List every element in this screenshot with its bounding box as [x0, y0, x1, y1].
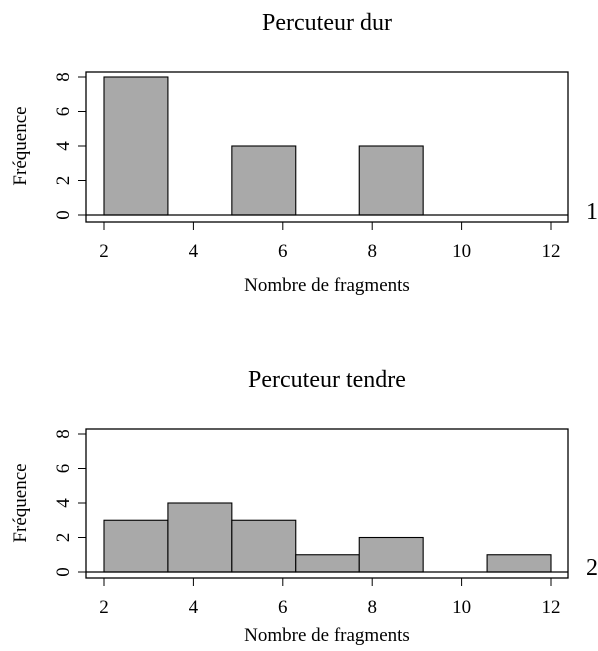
x-tick-label: 10: [452, 597, 471, 618]
histogram-bar: [358, 145, 424, 216]
y-tick-label: 0: [53, 567, 74, 577]
x-axis-label: Nombre de fragments: [244, 625, 410, 646]
histogram-bar: [231, 519, 297, 573]
x-tick-label: 4: [189, 597, 199, 618]
x-axis-label: Nombre de fragments: [244, 275, 410, 296]
histogram-bar: [103, 519, 169, 573]
y-tick-label: 4: [53, 141, 74, 151]
y-tick-label: 6: [53, 464, 74, 474]
x-tick-label: 12: [542, 241, 561, 262]
chart-title: Percuteur tendre: [248, 367, 406, 393]
chart-title: Percuteur dur: [262, 10, 392, 36]
x-tick-label: 6: [278, 241, 288, 262]
x-tick-label: 4: [189, 241, 199, 262]
x-tick-label: 10: [452, 241, 471, 262]
x-tick-label: 8: [367, 597, 377, 618]
y-axis-label: Fréquence: [10, 463, 31, 542]
y-tick-label: 4: [53, 498, 74, 508]
histogram-bar: [295, 554, 360, 573]
x-tick-label: 2: [99, 241, 109, 262]
panel-number-label: 2: [586, 555, 598, 581]
histogram-bar: [103, 76, 169, 216]
y-tick-label: 8: [53, 429, 74, 439]
x-tick-label: 2: [99, 597, 109, 618]
histogram-bar: [231, 145, 297, 216]
histogram-bar: [167, 502, 233, 573]
x-tick-label: 12: [542, 597, 561, 618]
histogram-bar: [358, 536, 424, 573]
panel-number-label: 1: [586, 199, 598, 225]
y-tick-label: 8: [53, 72, 74, 82]
chart-panel-2: Percuteur tendre 2 4 6 8 10 12 Nombre de fragme…: [10, 367, 598, 646]
x-tick-label: 8: [367, 241, 377, 262]
histogram-bar: [486, 554, 552, 573]
y-tick-label: 0: [53, 210, 74, 220]
y-tick-label: 2: [53, 176, 74, 186]
x-tick-label: 6: [278, 597, 288, 618]
y-tick-label: 6: [53, 107, 74, 117]
y-tick-label: 2: [53, 533, 74, 543]
y-axis-label: Fréquence: [10, 106, 31, 185]
